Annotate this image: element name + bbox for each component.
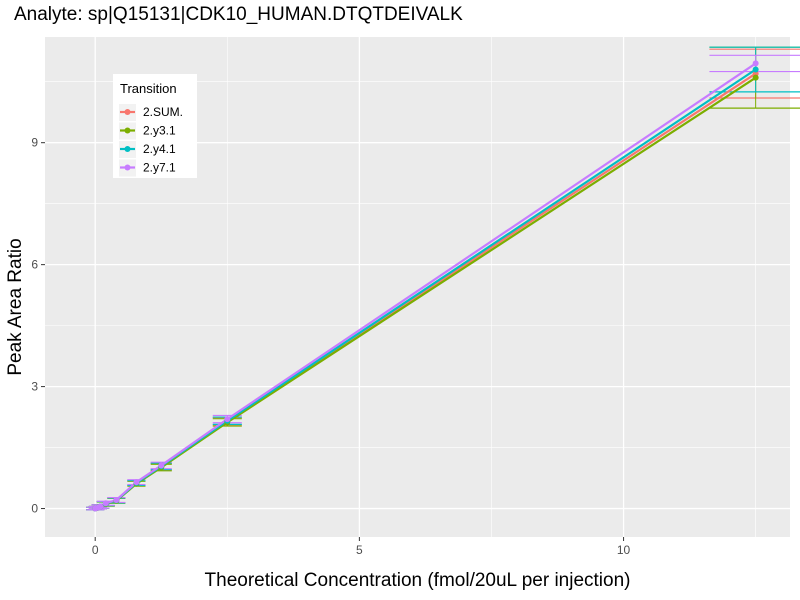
- grid-lines: [45, 37, 790, 537]
- data-point: [133, 479, 140, 486]
- y-tick-label: 0: [31, 502, 38, 516]
- legend-key-point: [124, 164, 131, 171]
- legend-label: 2.SUM.: [143, 105, 183, 119]
- legend-key-point: [124, 127, 131, 134]
- data-point: [752, 66, 759, 73]
- legend-item: 2.y3.1: [119, 122, 176, 140]
- legend-key-point: [124, 146, 131, 152]
- legend-item: 2.y4.1: [119, 141, 176, 158]
- data-point: [158, 462, 165, 469]
- legend-item: 2.SUM.: [119, 104, 183, 121]
- data-point: [752, 74, 759, 81]
- axes: 0 5 10 0 3 6 9: [31, 136, 630, 557]
- data-point: [113, 497, 120, 504]
- x-axis-label: Theoretical Concentration (fmol/20uL per…: [204, 570, 631, 591]
- y-tick-label: 3: [31, 380, 38, 394]
- legend-item: 2.y7.1: [119, 159, 176, 177]
- legend-label: 2.y7.1: [143, 161, 176, 175]
- legend-key-point: [124, 109, 131, 115]
- data-point: [102, 500, 109, 507]
- chart-title: Analyte: sp|Q15131|CDK10_HUMAN.DTQTDEIVA…: [14, 4, 463, 25]
- x-tick-label: 5: [356, 543, 363, 557]
- data-point: [97, 503, 104, 510]
- series-points: [92, 60, 759, 512]
- y-axis-label: Peak Area Ratio: [5, 238, 26, 376]
- legend-label: 2.y3.1: [143, 124, 176, 138]
- data-point: [224, 416, 231, 423]
- legend: Transition 2.SUM. 2.y3.1 2.y4.1 2.y7.1: [113, 74, 197, 178]
- legend-title: Transition: [120, 81, 177, 96]
- y-tick-label: 6: [31, 258, 38, 272]
- y-tick-label: 9: [31, 136, 38, 150]
- legend-label: 2.y4.1: [143, 142, 176, 156]
- x-tick-label: 10: [617, 543, 631, 557]
- x-tick-label: 0: [92, 543, 99, 557]
- data-point: [752, 60, 759, 67]
